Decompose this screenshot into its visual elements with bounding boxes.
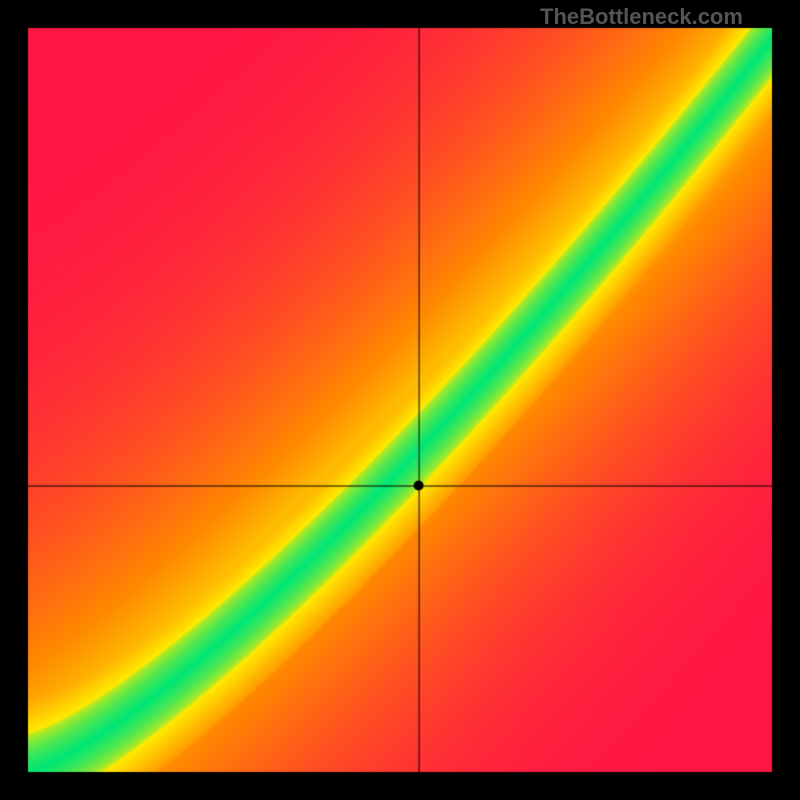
chart-container: { "chart": { "type": "heatmap", "width":… (0, 0, 800, 800)
watermark-text: TheBottleneck.com (540, 4, 743, 30)
bottleneck-heatmap (0, 0, 800, 800)
